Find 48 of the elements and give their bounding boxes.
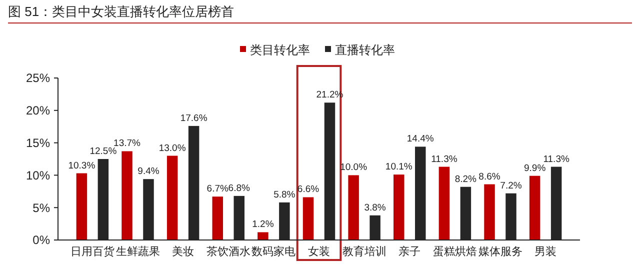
x-tick-label: 日用百货 [70,246,114,258]
y-tick-label: 20% [26,104,50,118]
bar [484,184,495,240]
data-label: 17.6% [180,112,208,124]
bar [302,197,314,240]
x-tick-label: 茶饮酒水 [206,245,250,258]
y-tick-label: 0% [32,233,50,248]
legend-label: 直播转化率 [335,43,395,58]
bar [438,166,450,240]
x-tick-label: 数码家电 [252,245,296,258]
bar [166,156,178,240]
bar [258,232,268,240]
bar [76,173,88,240]
bar [348,175,359,240]
data-label: 8.6% [478,171,501,182]
data-label: 10.1% [385,162,413,173]
data-label: 9.9% [524,162,546,174]
data-label: 6.8% [228,182,250,194]
data-label: 9.4% [138,166,160,178]
y-tick-label: 10% [26,168,50,182]
data-label: 11.3% [543,154,570,165]
y-tick-label: 5% [32,200,50,215]
data-label: 6.7% [206,184,230,195]
legend-label: 类目转化率 [250,43,310,58]
x-tick-label: 生鲜蔬果 [116,245,160,258]
y-tick-label: 15% [26,136,50,150]
data-label: 14.4% [406,134,434,145]
bar [529,176,540,240]
x-tick-label: 教育培训 [342,245,386,258]
data-label: 8.2% [454,174,478,185]
y-tick-label: 25% [26,71,50,86]
data-label: 5.8% [274,189,296,200]
bar [122,151,132,240]
data-label: 3.8% [364,202,386,214]
data-label: 11.3% [431,154,458,165]
x-tick-label: 女装 [308,245,330,258]
x-tick-label: 蛋糕烘焙 [432,245,477,258]
bar [212,196,224,240]
x-tick-label: 亲子 [398,245,421,258]
x-tick-label: 男装 [534,245,557,258]
bar [394,174,404,240]
x-tick-label: 美妆 [172,245,194,258]
data-label: 13.0% [158,142,186,154]
data-label: 10.3% [68,160,96,172]
x-tick-label: 媒体服务 [478,246,522,258]
data-label: 7.2% [500,180,522,192]
chart-title: 图 51：类目中女装直播转化率位居榜首 [8,4,234,19]
data-label: 1.2% [252,219,274,230]
